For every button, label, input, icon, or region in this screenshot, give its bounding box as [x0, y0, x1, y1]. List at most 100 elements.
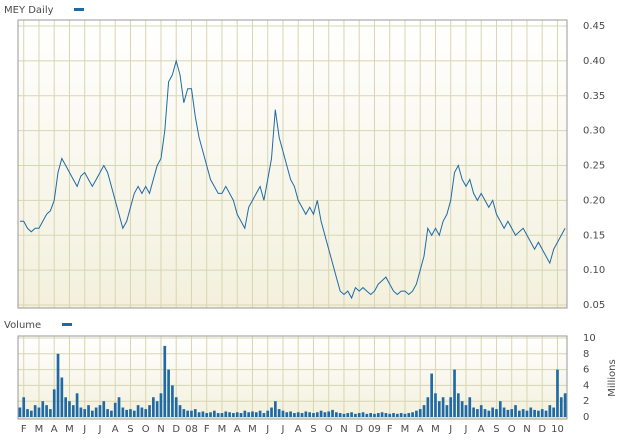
volume-bar	[171, 385, 174, 417]
volume-bar	[125, 409, 128, 417]
x-tick-label: A	[478, 424, 485, 435]
volume-bar	[544, 410, 548, 417]
x-tick-label: O	[325, 424, 333, 435]
volume-bar	[376, 413, 380, 417]
x-tick-label: N	[523, 424, 530, 435]
volume-bar	[392, 413, 395, 417]
volume-bar	[209, 412, 212, 417]
volume-bar	[113, 402, 117, 417]
volume-bar	[479, 405, 483, 417]
volume-bar	[457, 393, 460, 417]
price-frame	[17, 19, 568, 309]
volume-bar	[121, 407, 125, 417]
x-tick-label: M	[218, 424, 227, 435]
volume-bar	[331, 409, 334, 417]
volume-bar	[342, 413, 346, 417]
volume-bar	[186, 410, 189, 417]
volume-bar	[262, 413, 266, 417]
volume-bar	[407, 413, 411, 417]
volume-bar	[75, 393, 79, 417]
x-tick-label: J	[97, 424, 101, 435]
volume-bar	[548, 405, 552, 417]
volume-bar	[445, 405, 449, 417]
x-tick-label: M	[401, 424, 410, 435]
y-tick-label: 0.35	[583, 91, 605, 102]
volume-bar	[247, 412, 250, 417]
x-tick-label: F	[21, 424, 27, 435]
plot-layer	[18, 20, 567, 419]
price-line	[19, 59, 566, 300]
volume-bar	[228, 412, 231, 417]
volume-bar	[132, 410, 136, 417]
volume-bar	[327, 411, 331, 417]
volume-bar	[254, 412, 258, 417]
x-tick-label: F	[387, 424, 393, 435]
volume-bar	[110, 410, 113, 417]
price-title: MEY Daily	[4, 5, 54, 16]
volume-bar	[64, 397, 67, 417]
x-tick-label: F	[204, 424, 210, 435]
x-tick-label: J	[463, 424, 467, 435]
volume-bar	[136, 405, 140, 417]
x-tick-label: N	[157, 424, 164, 435]
volume-bar	[361, 412, 365, 417]
volume-bar	[52, 389, 56, 417]
volume-bar	[49, 409, 52, 417]
volume-bar	[373, 413, 376, 417]
volume-bar	[106, 409, 109, 417]
volume-bar	[91, 410, 94, 417]
volume-bar	[521, 409, 525, 417]
volume-bar	[308, 412, 311, 417]
volume-bar	[430, 373, 433, 417]
y-tick-label: 0	[583, 412, 589, 423]
volume-bar	[437, 401, 441, 417]
volume-bar	[483, 409, 487, 417]
x-tick-label: 10	[551, 424, 564, 435]
volume-bar	[274, 401, 277, 417]
volume-bar	[453, 369, 456, 417]
volume-bar	[514, 405, 517, 417]
volume-bar	[422, 405, 426, 417]
volume-bar	[460, 401, 464, 417]
volume-bar	[60, 377, 64, 417]
volume-bar	[510, 409, 514, 417]
y-tick-label: 0.15	[583, 230, 605, 241]
volume-bar	[357, 413, 361, 417]
volume-bar	[163, 345, 167, 417]
volume-bar	[205, 413, 209, 417]
y-tick-label: 8	[583, 349, 589, 360]
volume-bar	[472, 407, 475, 417]
volume-bar	[193, 409, 197, 417]
legend-swatch	[74, 8, 84, 11]
volume-bar	[403, 413, 407, 417]
volume-bar	[224, 411, 228, 417]
volume-bar	[312, 413, 315, 417]
volume-bar	[529, 407, 533, 417]
volume-bar	[79, 407, 83, 417]
volume-bar	[319, 410, 323, 417]
volume-bar	[182, 409, 186, 417]
volume-bar	[563, 393, 567, 417]
x-tick-label: J	[280, 424, 284, 435]
x-tick-label: 09	[368, 424, 381, 435]
volume-bar	[384, 413, 388, 417]
volume-bar	[216, 413, 220, 417]
volume-bar	[33, 405, 37, 417]
volume-bar	[285, 412, 289, 417]
volume-bar	[140, 407, 144, 417]
y-tick-label: 0.30	[583, 126, 605, 137]
volume-bar	[174, 397, 178, 417]
volume-bar	[239, 413, 243, 417]
volume-bar	[449, 397, 453, 417]
volume-bar	[300, 413, 304, 417]
volume-bar	[30, 410, 33, 417]
volume-bar	[315, 412, 319, 417]
volume-bar	[350, 412, 353, 417]
volume-bar	[289, 411, 292, 417]
volume-bar	[518, 410, 521, 417]
volume-bar	[213, 410, 216, 417]
volume-bar	[365, 413, 369, 417]
volume-frame	[17, 335, 568, 420]
volume-bar	[396, 413, 399, 417]
volume-bar	[190, 410, 193, 417]
